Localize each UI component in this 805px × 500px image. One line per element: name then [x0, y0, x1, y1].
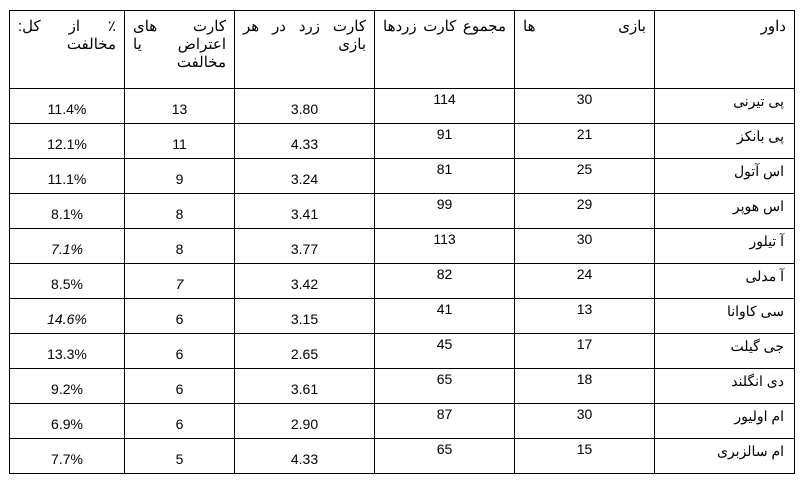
cell-games: 30 [515, 404, 655, 439]
cell-referee: پی تیرنی [655, 89, 795, 124]
cell-dissent-cards: 6 [125, 404, 235, 439]
cell-games: 24 [515, 264, 655, 299]
col-header-dissent-cards: کارت های اعتراض یا مخالفت [125, 11, 235, 89]
col-header-games: بازی ها [515, 11, 655, 89]
cell-yellow-per-match: 4.33 [235, 439, 375, 474]
cell-total-yellow: 114 [375, 89, 515, 124]
cell-total-yellow: 65 [375, 439, 515, 474]
cell-pct-dissent: 11.4% [10, 89, 125, 124]
cell-referee: ام سالزبری [655, 439, 795, 474]
cell-pct-dissent: 8.5% [10, 264, 125, 299]
cell-dissent-cards: 9 [125, 159, 235, 194]
cell-pct-dissent: 6.9% [10, 404, 125, 439]
col-header-yellow-per-match: کارت زرد در هر بازی [235, 11, 375, 89]
table-body: پی تیرنی301143.801311.4%پی بانکز21914.33… [10, 89, 795, 474]
cell-yellow-per-match: 3.61 [235, 369, 375, 404]
col-header-pct-dissent: ٪ از کل: مخالفت [10, 11, 125, 89]
table-header-row: داور بازی ها مجموع کارت زردها کارت زرد د… [10, 11, 795, 89]
cell-dissent-cards: 7 [125, 264, 235, 299]
cell-total-yellow: 81 [375, 159, 515, 194]
cell-games: 29 [515, 194, 655, 229]
cell-dissent-cards: 13 [125, 89, 235, 124]
table-row: ام سالزبری15654.3357.7% [10, 439, 795, 474]
cell-games: 21 [515, 124, 655, 159]
cell-referee: جی گیلت [655, 334, 795, 369]
cell-yellow-per-match: 3.41 [235, 194, 375, 229]
table-row: دی انگلند18653.6169.2% [10, 369, 795, 404]
cell-total-yellow: 65 [375, 369, 515, 404]
cell-pct-dissent: 14.6% [10, 299, 125, 334]
cell-yellow-per-match: 4.33 [235, 124, 375, 159]
cell-referee: پی بانکز [655, 124, 795, 159]
table-row: آ مدلی24823.4278.5% [10, 264, 795, 299]
cell-games: 13 [515, 299, 655, 334]
cell-games: 30 [515, 89, 655, 124]
cell-pct-dissent: 8.1% [10, 194, 125, 229]
cell-referee: اس آتول [655, 159, 795, 194]
cell-referee: اس هوپر [655, 194, 795, 229]
cell-referee: ام اولیور [655, 404, 795, 439]
cell-dissent-cards: 11 [125, 124, 235, 159]
cell-yellow-per-match: 2.65 [235, 334, 375, 369]
cell-total-yellow: 41 [375, 299, 515, 334]
table-row: سی کاوانا13413.15614.6% [10, 299, 795, 334]
cell-total-yellow: 91 [375, 124, 515, 159]
cell-referee: دی انگلند [655, 369, 795, 404]
cell-games: 18 [515, 369, 655, 404]
table-row: آ تیلور301133.7787.1% [10, 229, 795, 264]
table-row: پی تیرنی301143.801311.4% [10, 89, 795, 124]
cell-total-yellow: 87 [375, 404, 515, 439]
cell-dissent-cards: 8 [125, 194, 235, 229]
cell-referee: آ مدلی [655, 264, 795, 299]
cell-dissent-cards: 6 [125, 299, 235, 334]
cell-total-yellow: 113 [375, 229, 515, 264]
col-header-referee: داور [655, 11, 795, 89]
cell-games: 30 [515, 229, 655, 264]
cell-yellow-per-match: 3.15 [235, 299, 375, 334]
cell-pct-dissent: 9.2% [10, 369, 125, 404]
table-row: جی گیلت17452.65613.3% [10, 334, 795, 369]
cell-dissent-cards: 6 [125, 369, 235, 404]
table-row: اس آتول25813.24911.1% [10, 159, 795, 194]
cell-total-yellow: 82 [375, 264, 515, 299]
cell-dissent-cards: 5 [125, 439, 235, 474]
cell-games: 25 [515, 159, 655, 194]
cell-pct-dissent: 11.1% [10, 159, 125, 194]
cell-total-yellow: 99 [375, 194, 515, 229]
cell-yellow-per-match: 3.77 [235, 229, 375, 264]
cell-yellow-per-match: 2.90 [235, 404, 375, 439]
cell-dissent-cards: 8 [125, 229, 235, 264]
cell-pct-dissent: 7.1% [10, 229, 125, 264]
cell-referee: آ تیلور [655, 229, 795, 264]
cell-dissent-cards: 6 [125, 334, 235, 369]
cell-yellow-per-match: 3.24 [235, 159, 375, 194]
cell-yellow-per-match: 3.80 [235, 89, 375, 124]
cell-pct-dissent: 7.7% [10, 439, 125, 474]
cell-pct-dissent: 12.1% [10, 124, 125, 159]
cell-pct-dissent: 13.3% [10, 334, 125, 369]
table-row: اس هوپر29993.4188.1% [10, 194, 795, 229]
table-row: پی بانکز21914.331112.1% [10, 124, 795, 159]
cell-yellow-per-match: 3.42 [235, 264, 375, 299]
cell-referee: سی کاوانا [655, 299, 795, 334]
col-header-total-yellow: مجموع کارت زردها [375, 11, 515, 89]
referee-stats-table: داور بازی ها مجموع کارت زردها کارت زرد د… [9, 10, 795, 474]
cell-games: 17 [515, 334, 655, 369]
cell-total-yellow: 45 [375, 334, 515, 369]
table-row: ام اولیور30872.9066.9% [10, 404, 795, 439]
cell-games: 15 [515, 439, 655, 474]
